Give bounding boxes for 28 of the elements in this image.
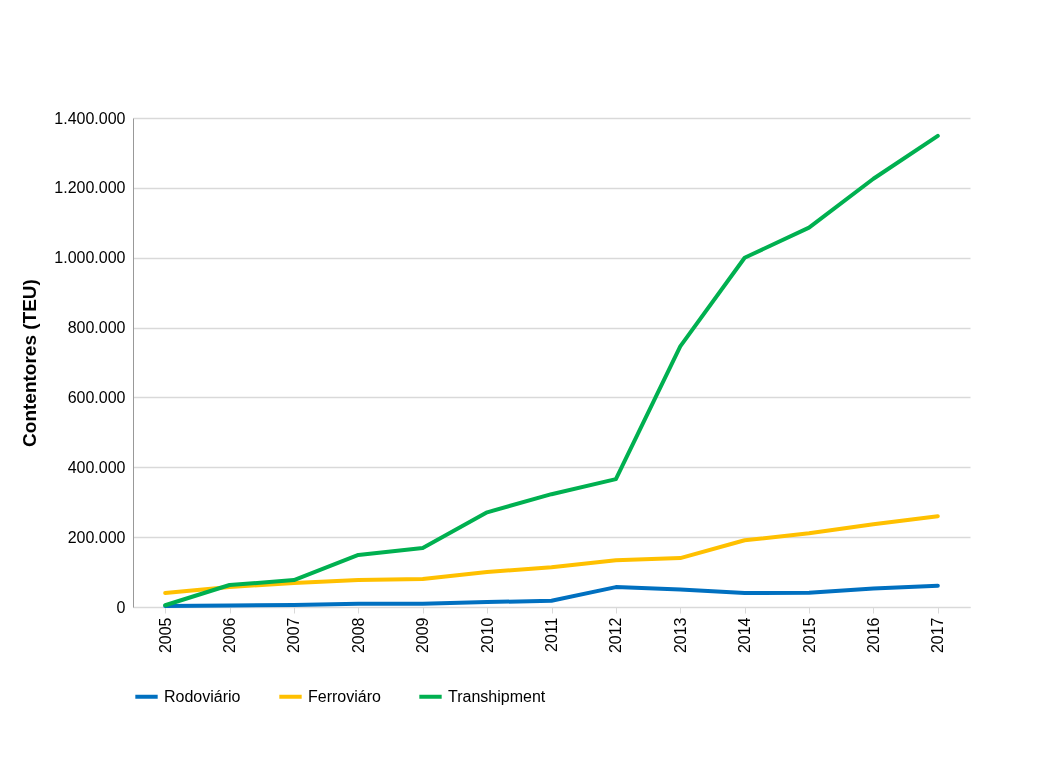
x-tick-label: 2014 xyxy=(736,617,754,654)
y-axis-title: Contentores (TEU) xyxy=(19,279,41,447)
y-tick-label: 1.000.000 xyxy=(54,249,126,267)
y-tick-label: 600.000 xyxy=(67,388,126,406)
x-tick-label: 2015 xyxy=(800,617,818,654)
legend-label: Rodoviário xyxy=(164,687,241,705)
x-tick-label: 2013 xyxy=(671,617,689,654)
x-tick-label: 2016 xyxy=(864,617,882,654)
y-tick-label: 1.400.000 xyxy=(54,109,126,127)
y-tick-label: 400.000 xyxy=(67,458,126,476)
x-tick-label: 2006 xyxy=(221,617,239,654)
x-tick-label: 2007 xyxy=(285,617,303,654)
legend-label: Ferroviáro xyxy=(308,687,382,705)
line-series xyxy=(163,583,940,608)
x-tick-label: 2011 xyxy=(543,617,560,652)
line-series xyxy=(163,514,940,596)
x-tick-label: 2005 xyxy=(156,617,174,654)
x-tick-label: 2009 xyxy=(414,617,432,654)
line-series xyxy=(163,133,940,608)
x-tick-label: 2010 xyxy=(478,617,496,654)
y-tick-label: 0 xyxy=(116,598,126,616)
y-tick-label: 1.200.000 xyxy=(54,179,126,197)
y-tick-label: 200.000 xyxy=(67,528,126,546)
x-tick-label: 2012 xyxy=(607,617,625,654)
y-tick-label: 800.000 xyxy=(67,319,126,337)
legend-label: Transhipment xyxy=(448,687,546,705)
x-tick-label: 2008 xyxy=(349,617,367,654)
x-tick-label: 2017 xyxy=(929,617,947,654)
